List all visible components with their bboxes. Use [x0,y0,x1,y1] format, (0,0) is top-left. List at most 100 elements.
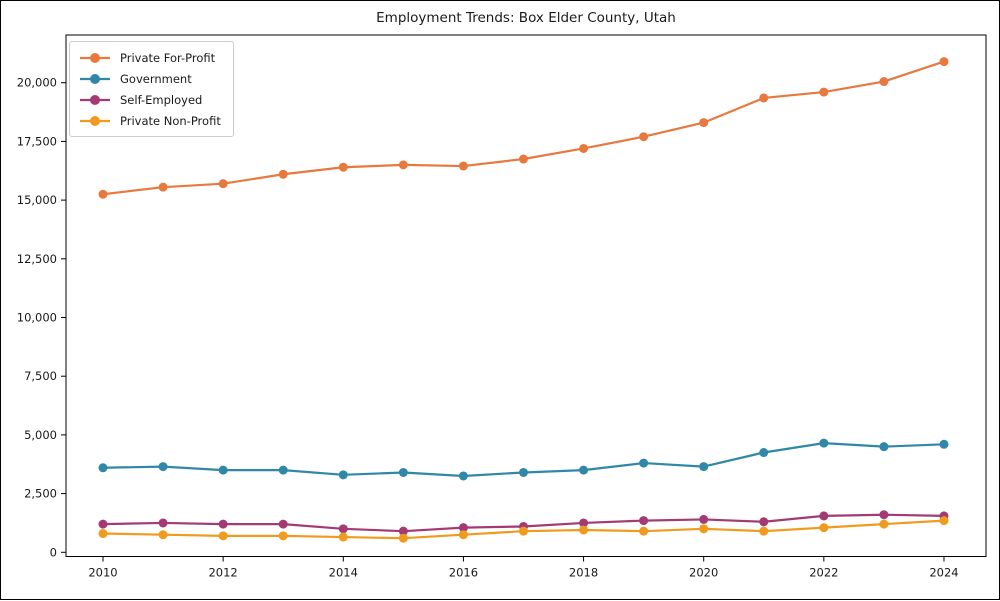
data-point-government [518,467,528,477]
data-point-government [759,448,769,458]
legend-label: Private Non-Profit [120,113,221,128]
series-government [98,438,949,481]
legend-marker-icon [80,115,110,126]
data-point-self-employed [458,523,468,533]
data-point-private-non-profit [218,531,228,541]
data-point-private-for-profit [338,162,348,172]
legend-item-government: Government [79,70,221,87]
data-point-private-for-profit [759,93,769,103]
y-tick-label: 10,000 [17,311,57,325]
axes-frame [65,34,987,557]
data-point-self-employed [338,524,348,534]
data-point-self-employed [158,518,168,528]
x-tick-label: 2010 [88,566,117,580]
x-tick-label: 2014 [329,566,358,580]
y-tick-label: 5,000 [24,428,57,442]
data-point-private-non-profit [158,530,168,540]
data-point-self-employed [398,526,408,536]
data-point-self-employed [879,510,889,520]
data-point-private-non-profit [518,526,528,536]
x-tick-label: 2012 [208,566,237,580]
data-point-private-non-profit [699,524,709,534]
y-tick-label: 17,500 [17,134,57,148]
legend-label: Private For-Profit [120,50,216,65]
data-point-private-for-profit [98,189,108,199]
data-point-government [579,465,589,475]
x-tick-label: 2022 [809,566,838,580]
legend-item-private-non-profit: Private Non-Profit [79,112,221,129]
data-point-private-for-profit [819,87,829,97]
data-point-self-employed [759,517,769,527]
data-point-self-employed [579,518,589,528]
data-point-government [939,439,949,449]
legend-item-private-for-profit: Private For-Profit [79,49,221,66]
legend-dot-icon [90,73,100,84]
x-tick-label: 2018 [569,566,598,580]
data-point-government [338,470,348,480]
legend-item-self-employed: Self-Employed [79,91,221,108]
legend-marker-icon [80,73,110,84]
series-private-non-profit [98,516,949,543]
series-self-employed [98,510,949,536]
data-point-self-employed [699,514,709,524]
data-point-government [278,465,288,475]
data-point-government [398,467,408,477]
data-point-private-for-profit [218,179,228,189]
data-point-government [158,462,168,472]
legend-marker-icon [80,94,110,105]
legend-dot-icon [90,52,100,63]
data-point-private-for-profit [879,77,889,87]
y-tick-label: 7,500 [24,369,57,383]
data-point-private-non-profit [939,516,949,526]
data-point-private-for-profit [518,154,528,164]
data-point-government [458,471,468,481]
data-point-private-non-profit [458,530,468,540]
legend-marker-icon [80,52,110,63]
data-point-private-non-profit [879,519,889,529]
y-tick-label: 2,500 [24,487,57,501]
legend: Private For-Profit Government Self-Employe… [69,41,234,137]
data-point-government [699,462,709,472]
data-point-private-non-profit [338,532,348,542]
legend-label: Government [120,71,192,86]
data-point-private-for-profit [278,169,288,179]
y-tick-label: 20,000 [17,76,57,90]
data-point-self-employed [819,511,829,521]
data-point-government [879,442,889,452]
x-tick-label: 2024 [929,566,958,580]
data-point-private-non-profit [278,531,288,541]
data-point-self-employed [278,519,288,529]
data-point-private-for-profit [699,118,709,128]
data-point-private-non-profit [639,526,649,536]
y-tick-label: 12,500 [17,252,57,266]
data-point-self-employed [639,516,649,526]
data-point-private-non-profit [759,526,769,536]
data-point-private-for-profit [398,160,408,170]
series-private-for-profit [98,57,949,199]
data-point-private-non-profit [579,525,589,535]
data-point-government [819,438,829,448]
y-tick-label: 0 [50,545,57,559]
data-point-private-for-profit [639,132,649,142]
chart-title: Employment Trends: Box Elder County, Uta… [376,10,676,26]
y-tick-label: 15,000 [17,193,57,207]
data-point-private-for-profit [939,57,949,67]
data-point-private-non-profit [819,523,829,533]
x-tick-label: 2016 [449,566,478,580]
data-point-self-employed [98,519,108,529]
data-point-private-non-profit [98,529,108,539]
data-point-government [98,463,108,473]
data-point-private-for-profit [158,182,168,192]
data-point-private-for-profit [458,161,468,171]
data-point-private-non-profit [398,533,408,543]
data-point-private-for-profit [579,143,589,153]
data-point-government [218,465,228,475]
legend-dot-icon [90,115,100,126]
data-point-self-employed [218,519,228,529]
data-point-government [639,458,649,468]
legend-dot-icon [90,94,100,105]
x-tick-label: 2020 [689,566,718,580]
legend-label: Self-Employed [120,92,203,107]
